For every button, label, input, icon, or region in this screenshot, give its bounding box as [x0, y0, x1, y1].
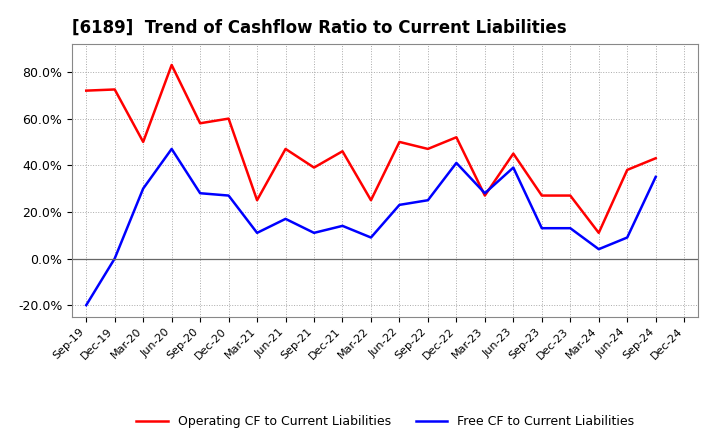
Operating CF to Current Liabilities: [225, 116, 233, 121]
Line: Operating CF to Current Liabilities: Operating CF to Current Liabilities: [86, 65, 656, 233]
Operating CF to Current Liabilities: [652, 156, 660, 161]
Operating CF to Current Liabilities: [196, 121, 204, 126]
Operating CF to Current Liabilities: [537, 193, 546, 198]
Free CF to Current Liabilities: [225, 193, 233, 198]
Free CF to Current Liabilities: [537, 226, 546, 231]
Operating CF to Current Liabilities: [623, 167, 631, 172]
Free CF to Current Liabilities: [623, 235, 631, 240]
Operating CF to Current Liabilities: [452, 135, 461, 140]
Operating CF to Current Liabilities: [509, 151, 518, 156]
Free CF to Current Liabilities: [509, 165, 518, 170]
Operating CF to Current Liabilities: [310, 165, 318, 170]
Operating CF to Current Liabilities: [82, 88, 91, 93]
Free CF to Current Liabilities: [310, 230, 318, 235]
Operating CF to Current Liabilities: [395, 139, 404, 145]
Free CF to Current Liabilities: [196, 191, 204, 196]
Operating CF to Current Liabilities: [338, 149, 347, 154]
Free CF to Current Liabilities: [566, 226, 575, 231]
Operating CF to Current Liabilities: [566, 193, 575, 198]
Free CF to Current Liabilities: [480, 191, 489, 196]
Operating CF to Current Liabilities: [595, 230, 603, 235]
Legend: Operating CF to Current Liabilities, Free CF to Current Liabilities: Operating CF to Current Liabilities, Fre…: [131, 411, 639, 433]
Free CF to Current Liabilities: [366, 235, 375, 240]
Free CF to Current Liabilities: [395, 202, 404, 208]
Free CF to Current Liabilities: [652, 174, 660, 180]
Operating CF to Current Liabilities: [366, 198, 375, 203]
Operating CF to Current Liabilities: [253, 198, 261, 203]
Line: Free CF to Current Liabilities: Free CF to Current Liabilities: [86, 149, 656, 305]
Operating CF to Current Liabilities: [480, 193, 489, 198]
Text: [6189]  Trend of Cashflow Ratio to Current Liabilities: [6189] Trend of Cashflow Ratio to Curren…: [72, 19, 567, 37]
Free CF to Current Liabilities: [595, 246, 603, 252]
Operating CF to Current Liabilities: [139, 139, 148, 145]
Free CF to Current Liabilities: [338, 223, 347, 228]
Free CF to Current Liabilities: [253, 230, 261, 235]
Operating CF to Current Liabilities: [423, 146, 432, 151]
Operating CF to Current Liabilities: [282, 146, 290, 151]
Operating CF to Current Liabilities: [167, 62, 176, 68]
Free CF to Current Liabilities: [423, 198, 432, 203]
Free CF to Current Liabilities: [167, 146, 176, 151]
Free CF to Current Liabilities: [282, 216, 290, 221]
Free CF to Current Liabilities: [452, 160, 461, 165]
Operating CF to Current Liabilities: [110, 87, 119, 92]
Free CF to Current Liabilities: [139, 186, 148, 191]
Free CF to Current Liabilities: [110, 256, 119, 261]
Free CF to Current Liabilities: [82, 303, 91, 308]
